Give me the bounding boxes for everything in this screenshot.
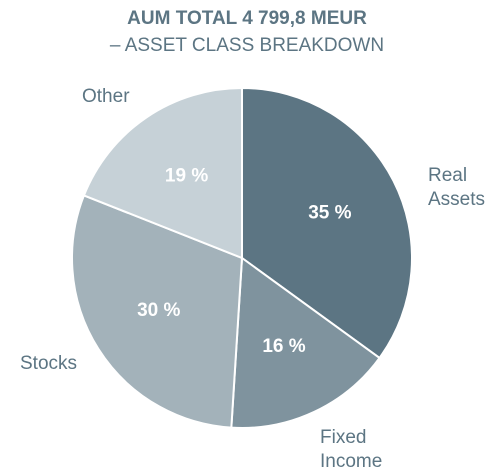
chart-subtitle: – ASSET CLASS BREAKDOWN [109,35,385,56]
category-label: Other [82,86,130,107]
slice-label: 30 % [137,300,180,321]
pie-slice [82,86,243,260]
category-label: Real Assets [428,165,486,210]
pie-slice [71,194,244,429]
chart-title: AUM TOTAL 4 799,8 MEUR [127,8,367,29]
pie-slice [241,86,413,360]
category-label: Fixed Income [320,427,383,472]
slice-label: 16 % [262,336,305,357]
category-label: Stocks [20,353,78,374]
pie-slice [230,256,381,429]
slice-label: 35 % [308,202,351,223]
slice-label: 19 % [165,165,208,186]
